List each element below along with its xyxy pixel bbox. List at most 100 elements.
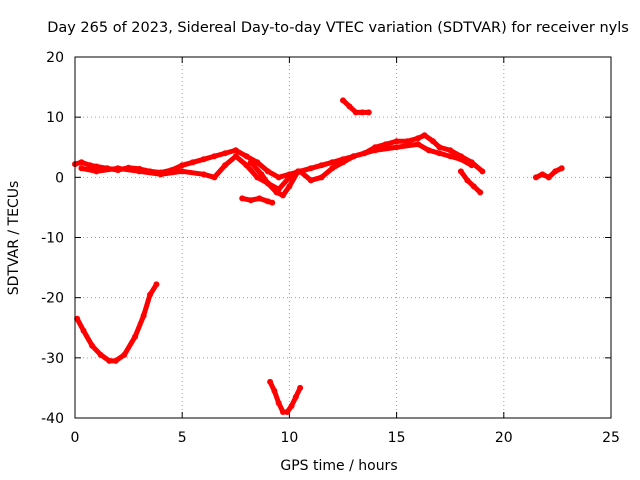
data-point	[288, 402, 295, 409]
y-tick-label: -20	[41, 291, 64, 307]
data-point	[273, 189, 280, 196]
series-drop-18h	[458, 168, 483, 195]
data-point	[464, 177, 471, 184]
data-point	[545, 174, 552, 181]
data-point	[382, 141, 389, 148]
data-point	[140, 312, 147, 319]
data-point	[179, 168, 186, 175]
data-point	[239, 195, 246, 202]
y-axis-label: SDTVAR / TECUs	[6, 181, 22, 296]
y-tick-label: 10	[46, 110, 64, 126]
data-point	[121, 351, 128, 358]
data-point	[80, 327, 87, 334]
data-point	[307, 177, 314, 184]
data-point	[477, 189, 484, 196]
data-point	[421, 132, 428, 139]
data-point	[284, 408, 291, 415]
data-point	[267, 378, 274, 385]
data-point	[539, 171, 546, 178]
data-point	[264, 168, 271, 175]
data-point	[297, 384, 304, 391]
data-point	[372, 147, 379, 154]
data-point	[457, 156, 464, 163]
series-arc-early	[74, 281, 159, 364]
data-point	[254, 159, 261, 166]
data-point	[447, 153, 454, 160]
data-point	[247, 197, 254, 204]
data-point	[211, 153, 218, 160]
x-tick-label: 15	[388, 430, 406, 446]
data-point	[269, 199, 276, 206]
data-point	[200, 156, 207, 163]
data-point	[430, 138, 437, 145]
grid	[74, 56, 612, 419]
data-point	[393, 144, 400, 151]
data-point	[468, 162, 475, 169]
data-point	[74, 315, 81, 322]
data-point	[179, 162, 186, 169]
x-tick-label: 20	[495, 430, 513, 446]
data-point	[286, 183, 293, 190]
y-tick-label: -10	[41, 231, 64, 247]
y-tick-label: 20	[46, 50, 64, 66]
x-tick-labels: 0 5 10 15 20 25	[71, 430, 620, 446]
x-tick-label: 5	[178, 430, 187, 446]
data-point	[136, 168, 143, 175]
data-point	[479, 168, 486, 175]
data-point	[279, 408, 286, 415]
data-point	[294, 168, 301, 175]
data-point	[447, 147, 454, 154]
data-point	[157, 171, 164, 178]
data-point	[393, 138, 400, 145]
data-point	[87, 162, 94, 169]
data-point	[352, 109, 359, 116]
plot-frame	[74, 56, 612, 419]
y-tick-label: -40	[41, 411, 64, 427]
x-tick-label: 10	[280, 430, 298, 446]
data-point	[200, 171, 207, 178]
data-point	[307, 165, 314, 172]
data-point	[436, 144, 443, 151]
data-point	[243, 162, 250, 169]
y-tick-label: 0	[55, 170, 64, 186]
data-point	[247, 159, 254, 166]
data-point	[243, 153, 250, 160]
data-point	[404, 138, 411, 145]
data-point	[189, 159, 196, 166]
data-point	[147, 291, 154, 298]
data-point	[552, 168, 559, 175]
data-point	[106, 357, 113, 364]
data-point	[258, 171, 265, 178]
data-point	[292, 393, 299, 400]
data-point	[436, 150, 443, 157]
data-point	[153, 281, 160, 288]
y-tick-labels: -40 -30 -20 -10 0 10 20	[41, 50, 64, 427]
data-point	[318, 174, 325, 181]
data-point	[425, 147, 432, 154]
data-point	[93, 163, 100, 170]
series-layer	[72, 97, 565, 415]
data-point	[457, 168, 464, 175]
data-point	[275, 399, 282, 406]
x-axis-label: GPS time / hours	[280, 458, 397, 474]
data-point	[78, 159, 85, 166]
data-point	[275, 174, 282, 181]
data-point	[264, 180, 271, 187]
y-tick-label: -30	[41, 351, 64, 367]
data-point	[532, 174, 539, 181]
data-point	[359, 109, 366, 116]
data-point	[211, 174, 218, 181]
data-point	[132, 333, 139, 340]
data-point	[112, 357, 119, 364]
data-point	[350, 153, 357, 160]
data-point	[340, 159, 346, 166]
data-point	[329, 165, 336, 172]
data-point	[318, 162, 325, 169]
data-point	[93, 168, 100, 175]
data-point	[89, 342, 96, 349]
data-point	[222, 150, 229, 157]
data-point	[365, 109, 372, 116]
data-point	[558, 165, 565, 172]
x-tick-label: 0	[71, 430, 80, 446]
